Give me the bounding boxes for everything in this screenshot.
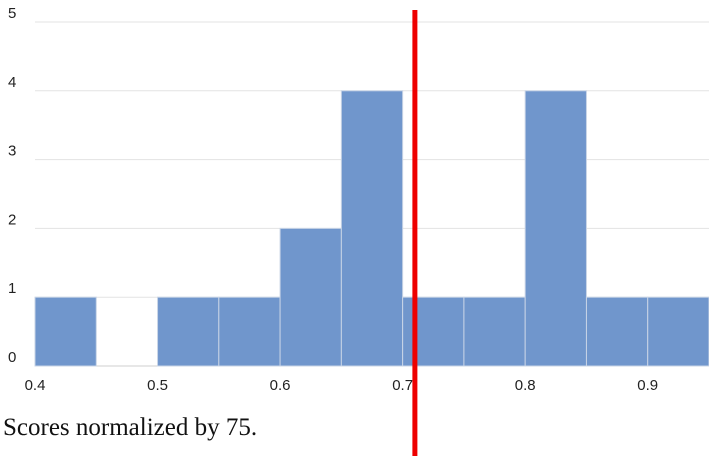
histogram-bar [647,296,709,367]
histogram-bar [463,296,526,367]
histogram-bar [279,227,342,367]
x-tick-label: 0.8 [515,377,536,394]
x-tick-label: 0.5 [147,377,168,394]
tick-labels: 0 1 2 3 4 5 0.4 0.5 0.6 0.7 0.8 0.9 [8,5,658,394]
x-tick-label: 0.9 [637,377,658,394]
y-tick-label: 1 [8,280,16,297]
x-tick-label: 0.4 [25,377,46,394]
histogram-bar [218,296,281,367]
histogram-bar [34,296,97,367]
x-tick-label: 0.7 [392,377,413,394]
y-tick-label: 5 [8,5,16,22]
y-tick-label: 0 [8,349,16,366]
x-tick-label: 0.6 [270,377,291,394]
y-tick-label: 2 [8,211,16,228]
y-tick-label: 3 [8,143,16,160]
chart-caption: Scores normalized by 75. [3,414,258,441]
histogram-bar [524,90,587,367]
histogram-bar [157,296,220,367]
bars [34,90,709,367]
histogram-bar [402,296,465,367]
histogram-bar [340,90,404,367]
histogram-bar [585,296,649,367]
y-tick-label: 4 [8,74,16,91]
